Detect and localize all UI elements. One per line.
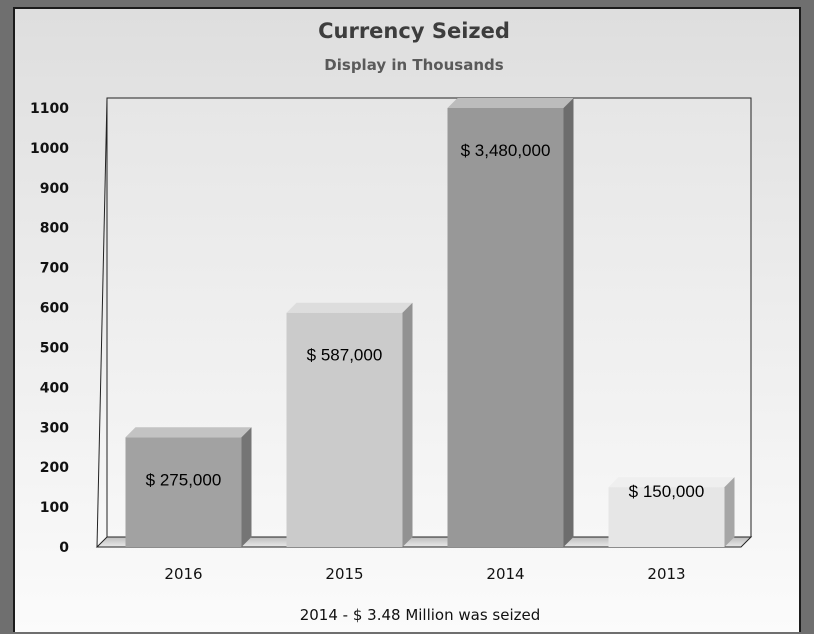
chart-caption: 2014 - $ 3.48 Million was seized	[300, 606, 541, 624]
y-tick-label: 900	[40, 181, 69, 197]
y-tick-label: 200	[40, 460, 69, 476]
y-tick-label: 1100	[30, 101, 69, 117]
y-tick-label: 1000	[30, 141, 69, 157]
x-tick-label: 2016	[164, 565, 202, 583]
bar-data-label: $ 587,000	[307, 346, 383, 365]
bar-side	[563, 98, 574, 547]
y-tick-label: 500	[40, 340, 69, 356]
bar	[608, 477, 735, 547]
chart-title: Currency Seized	[318, 19, 510, 43]
bar-top	[447, 98, 574, 108]
bar-data-label: $ 3,480,000	[461, 141, 551, 160]
y-tick-label: 100	[40, 500, 69, 516]
y-tick-label: 800	[40, 221, 69, 237]
bar	[286, 302, 413, 547]
y-tick-label: 600	[40, 301, 69, 317]
bar	[125, 427, 252, 547]
bar-top	[125, 427, 252, 438]
chart-subtitle: Display in Thousands	[324, 56, 503, 74]
bar-chart: Currency Seized Display in Thousands 0 10…	[30, 19, 753, 624]
bar-side	[724, 477, 735, 547]
x-tick-label: 2015	[325, 565, 363, 583]
bar-front	[125, 437, 242, 547]
bar-front	[286, 312, 403, 547]
y-axis-line	[96, 97, 108, 548]
bar-front	[447, 108, 564, 547]
chart-frame: Currency Seized Display in Thousands 0 10…	[13, 7, 801, 632]
bar-front	[608, 487, 725, 547]
bar-data-label: $ 150,000	[629, 482, 705, 501]
y-tick-label: 0	[59, 540, 69, 556]
bar-side	[241, 427, 252, 547]
y-tick-label: 300	[40, 420, 69, 436]
x-tick-label: 2014	[486, 565, 524, 583]
bar-data-label: $ 275,000	[146, 470, 222, 489]
bar-top	[608, 477, 735, 488]
plot-area: 0 100 200 300 400 500 600 700 800 900 1000 1100 $ 27…	[30, 97, 753, 583]
y-tick-label: 700	[40, 261, 69, 277]
bar-side	[402, 302, 413, 547]
x-tick-label: 2013	[647, 565, 685, 583]
y-tick-label: 400	[40, 380, 69, 396]
bar-top	[286, 302, 413, 313]
bar	[447, 98, 574, 547]
